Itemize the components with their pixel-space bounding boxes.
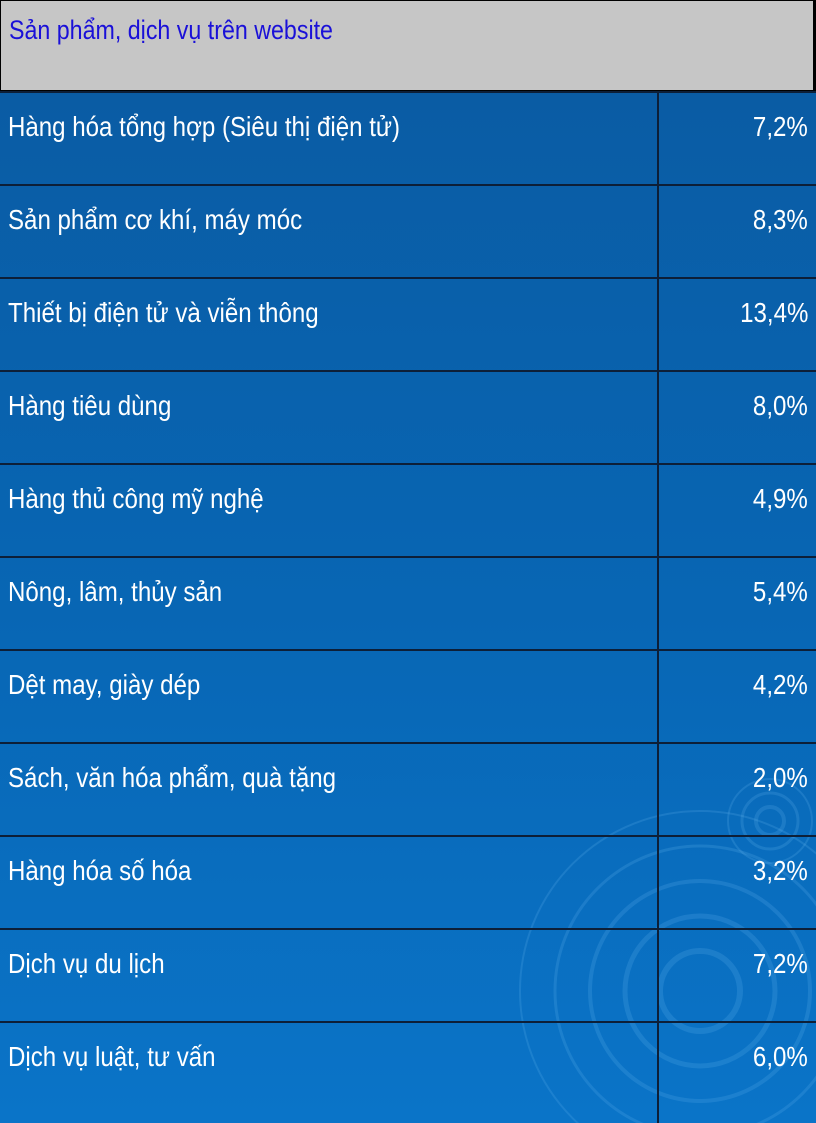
row-label: Hàng hóa tổng hợp (Siêu thị điện tử) (8, 111, 401, 142)
table-header: Sản phẩm, dịch vụ trên website (0, 0, 814, 91)
row-value: 4,9% (753, 483, 808, 514)
table-row: Hàng hóa số hóa 3,2% (0, 835, 816, 928)
table-body: Hàng hóa tổng hợp (Siêu thị điện tử) 7,2%… (0, 91, 816, 1123)
table-row: Sản phẩm cơ khí, máy móc 8,3% (0, 184, 816, 277)
row-value: 7,2% (753, 948, 808, 979)
table-row: Hàng tiêu dùng 8,0% (0, 370, 816, 463)
row-label: Dệt may, giày dép (8, 669, 201, 700)
row-value: 7,2% (753, 111, 808, 142)
row-value: 8,0% (753, 390, 808, 421)
row-value: 6,0% (753, 1041, 808, 1072)
row-label: Hàng tiêu dùng (8, 390, 172, 421)
row-label: Dịch vụ luật, tư vấn (8, 1041, 216, 1072)
row-value: 5,4% (753, 576, 808, 607)
row-label: Dịch vụ du lịch (8, 948, 165, 979)
header-title: Sản phẩm, dịch vụ trên website (9, 15, 333, 45)
row-value: 2,0% (753, 762, 808, 793)
table-row: Thiết bị điện tử và viễn thông 13,4% (0, 277, 816, 370)
row-label: Sách, văn hóa phẩm, quà tặng (8, 762, 336, 793)
row-value: 3,2% (753, 855, 808, 886)
table-row: Nông, lâm, thủy sản 5,4% (0, 556, 816, 649)
table-row: Hàng thủ công mỹ nghệ 4,9% (0, 463, 816, 556)
row-label: Hàng hóa số hóa (8, 855, 192, 886)
table-row: Dệt may, giày dép 4,2% (0, 649, 816, 742)
row-label: Thiết bị điện tử và viễn thông (8, 297, 319, 328)
row-value: 13,4% (739, 297, 808, 328)
table-row: Dịch vụ du lịch 7,2% (0, 928, 816, 1021)
row-label: Nông, lâm, thủy sản (8, 576, 223, 607)
table-row: Sách, văn hóa phẩm, quà tặng 2,0% (0, 742, 816, 835)
row-label: Sản phẩm cơ khí, máy móc (8, 204, 303, 235)
row-value: 4,2% (753, 669, 808, 700)
row-label: Hàng thủ công mỹ nghệ (8, 483, 264, 514)
table-row: Hàng hóa tổng hợp (Siêu thị điện tử) 7,2% (0, 91, 816, 184)
column-divider (657, 91, 659, 1123)
row-value: 8,3% (753, 204, 808, 235)
table-row: Dịch vụ luật, tư vấn 6,0% (0, 1021, 816, 1114)
